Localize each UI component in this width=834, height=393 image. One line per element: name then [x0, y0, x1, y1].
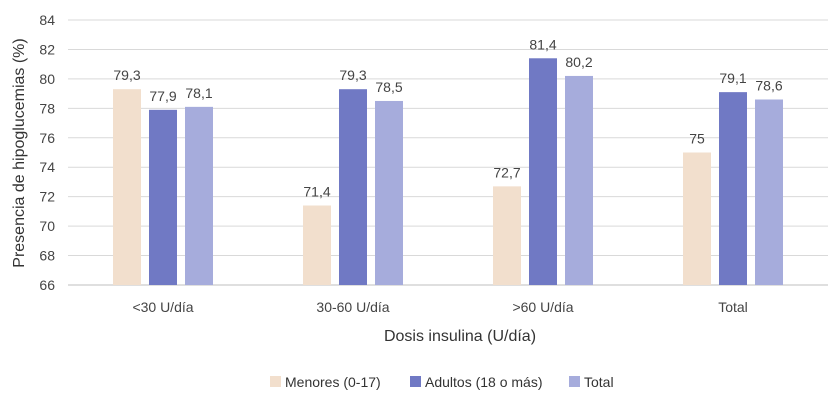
x-axis-title: Dosis insulina (U/día)	[384, 328, 536, 345]
x-tick-label: Total	[718, 299, 748, 315]
bar	[755, 99, 783, 285]
y-tick-label: 74	[39, 159, 55, 175]
x-tick-label: 30-60 U/día	[316, 299, 389, 315]
gridlines	[68, 19, 828, 286]
x-tick-label: <30 U/día	[132, 299, 193, 315]
y-axis-ticks: 66 68 70 72 74 76 78 80 82 84	[39, 12, 55, 293]
data-label: 72,7	[493, 164, 520, 180]
data-label: 75	[689, 131, 705, 147]
data-label: 78,1	[185, 85, 212, 101]
data-label: 77,9	[149, 88, 176, 104]
bar	[719, 92, 747, 285]
bar	[565, 75, 593, 285]
x-tick-label: >60 U/día	[512, 299, 573, 315]
legend-swatch	[270, 376, 281, 387]
y-tick-label: 70	[39, 218, 55, 234]
y-tick-label: 66	[39, 277, 55, 293]
legend: Menores (0-17) Adultos (18 o más) Total	[270, 374, 614, 390]
legend-label: Adultos (18 o más)	[425, 374, 543, 390]
bar	[683, 152, 711, 285]
y-axis-title: Presencia de hipoglucemias (%)	[11, 38, 28, 267]
bar	[529, 58, 557, 286]
bar	[493, 186, 521, 285]
data-label: 79,3	[339, 67, 366, 83]
legend-swatch	[569, 376, 580, 387]
data-label: 78,5	[375, 79, 402, 95]
data-labels: 79,3 77,9 78,1 71,4 79,3 78,5 72,7 81,4 80,2 75 79…	[113, 36, 782, 199]
y-tick-label: 78	[39, 100, 55, 116]
data-label: 79,3	[113, 67, 140, 83]
bar	[113, 89, 141, 285]
x-axis-ticks: <30 U/día 30-60 U/día >60 U/día Total	[132, 299, 747, 315]
data-label: 81,4	[529, 36, 556, 52]
y-tick-label: 76	[39, 130, 55, 146]
data-label: 80,2	[565, 54, 592, 70]
y-tick-label: 82	[39, 41, 55, 57]
bar	[375, 100, 403, 285]
y-tick-label: 84	[39, 12, 55, 28]
bar	[149, 109, 177, 285]
y-tick-label: 68	[39, 248, 55, 264]
data-label: 71,4	[303, 184, 330, 200]
y-tick-label: 80	[39, 71, 55, 87]
y-tick-label: 72	[39, 189, 55, 205]
bars	[113, 58, 783, 286]
bar	[185, 106, 213, 285]
legend-swatch	[410, 376, 421, 387]
data-label: 78,6	[755, 78, 782, 94]
legend-label: Total	[584, 374, 614, 390]
bar	[303, 205, 331, 285]
bar	[339, 89, 367, 285]
data-label: 79,1	[719, 70, 746, 86]
legend-label: Menores (0-17)	[285, 374, 381, 390]
